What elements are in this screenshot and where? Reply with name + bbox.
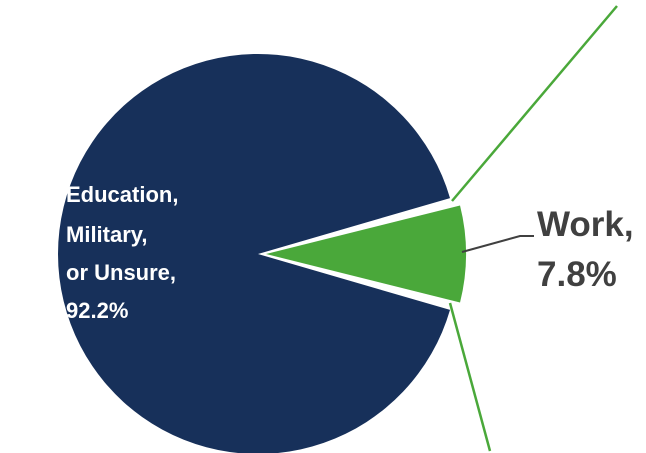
guide-line-top bbox=[451, 5, 618, 202]
slice-label-value: 92.2% bbox=[66, 298, 128, 323]
slice-label-line: or Unsure, bbox=[66, 260, 176, 285]
slice-label-line: Education, bbox=[66, 182, 178, 207]
slice-label-value: 7.8% bbox=[537, 255, 617, 294]
slice-label-education-military-unsure: Education, Military, or Unsure, 92.2% bbox=[66, 182, 185, 323]
slice-label-work: Work, 7.8% bbox=[537, 205, 643, 294]
slice-label-line: Work, bbox=[537, 205, 634, 244]
guide-line-bottom bbox=[448, 302, 492, 452]
pie-slice-work bbox=[266, 205, 467, 303]
slice-label-line: Military, bbox=[66, 222, 148, 247]
pie-slice-education-military-unsure bbox=[57, 54, 451, 453]
leader-line-work bbox=[461, 235, 534, 253]
